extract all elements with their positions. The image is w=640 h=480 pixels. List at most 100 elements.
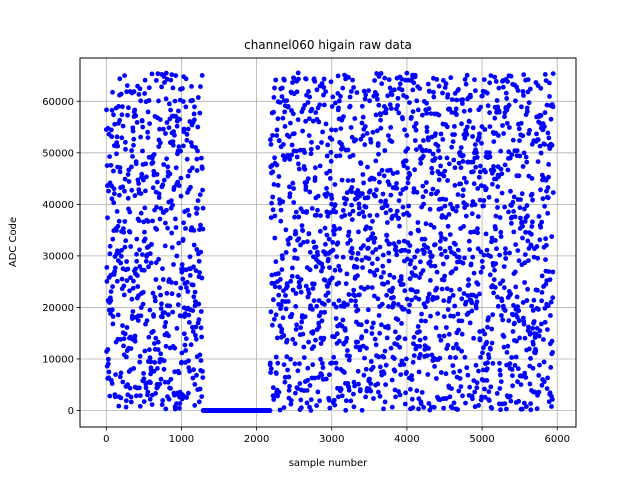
data-point	[342, 328, 348, 333]
data-point	[161, 177, 167, 183]
data-point	[461, 224, 466, 229]
data-point	[508, 398, 514, 404]
data-point	[290, 80, 295, 85]
data-point	[120, 123, 126, 129]
data-point	[484, 366, 490, 372]
data-point	[163, 320, 169, 325]
data-point	[529, 231, 534, 237]
data-point	[190, 375, 196, 381]
data-point	[185, 207, 191, 213]
data-point	[323, 121, 329, 127]
data-point	[449, 386, 454, 391]
data-point	[161, 74, 167, 79]
data-point	[286, 134, 292, 140]
data-point	[282, 379, 288, 385]
data-point	[196, 317, 202, 323]
data-point	[166, 396, 172, 402]
data-point	[548, 299, 554, 305]
data-point	[476, 174, 482, 180]
data-point	[329, 127, 334, 133]
data-point	[194, 372, 199, 378]
data-point	[288, 278, 294, 284]
data-point	[303, 183, 309, 189]
data-point	[447, 245, 453, 251]
data-point	[537, 237, 543, 243]
data-point	[415, 289, 420, 294]
data-point	[337, 267, 343, 273]
data-point	[433, 325, 439, 331]
data-point	[489, 235, 495, 241]
data-point	[347, 103, 353, 109]
data-point	[271, 316, 277, 322]
data-point	[315, 252, 320, 258]
data-point	[376, 354, 382, 360]
data-point	[529, 191, 535, 197]
data-point	[121, 343, 126, 349]
data-point	[550, 350, 555, 355]
data-point	[368, 381, 374, 386]
data-point	[335, 73, 341, 79]
data-point	[317, 228, 323, 234]
data-point	[376, 389, 381, 395]
data-point	[485, 360, 490, 366]
data-point	[151, 152, 157, 157]
data-point	[539, 382, 545, 388]
data-point	[360, 114, 366, 120]
data-point	[324, 232, 330, 238]
data-point	[369, 325, 375, 330]
data-point	[308, 146, 314, 152]
data-point	[460, 260, 466, 266]
data-point	[133, 161, 139, 167]
data-point	[168, 107, 174, 113]
data-point	[270, 207, 276, 213]
data-point	[274, 133, 280, 138]
data-point	[298, 289, 304, 295]
data-point	[394, 185, 400, 191]
data-point	[542, 72, 548, 77]
data-point	[350, 77, 355, 83]
data-point	[505, 167, 511, 173]
data-point	[114, 228, 119, 233]
data-point	[164, 290, 170, 296]
data-point	[347, 353, 352, 359]
data-point	[340, 85, 346, 91]
data-point	[186, 390, 191, 396]
data-point	[195, 148, 200, 154]
data-point	[408, 258, 414, 263]
data-point	[191, 294, 197, 300]
data-point	[341, 114, 346, 119]
x-tick-label: 5000	[469, 434, 494, 445]
data-point	[295, 70, 301, 76]
data-point	[370, 364, 376, 370]
data-point	[185, 126, 191, 132]
data-point	[297, 361, 302, 367]
data-point	[349, 202, 354, 208]
data-point	[197, 352, 203, 358]
data-point	[518, 197, 523, 203]
data-point	[142, 348, 148, 354]
data-point	[324, 153, 330, 159]
data-point	[391, 275, 397, 280]
data-point	[324, 186, 329, 191]
data-point	[136, 218, 142, 224]
data-point	[392, 329, 398, 335]
data-point	[385, 280, 391, 285]
data-point	[311, 298, 317, 304]
data-point	[473, 88, 478, 94]
data-point	[410, 405, 416, 411]
data-point	[373, 158, 379, 164]
data-point	[354, 264, 360, 270]
data-point	[485, 103, 491, 109]
data-point	[459, 331, 465, 337]
data-point	[527, 346, 532, 352]
data-point	[362, 355, 367, 361]
data-point	[538, 113, 544, 118]
data-point	[439, 286, 445, 292]
data-point	[123, 146, 128, 152]
data-point	[137, 353, 143, 359]
data-point	[150, 328, 156, 334]
data-point	[319, 372, 325, 378]
data-point	[478, 354, 483, 360]
data-point	[425, 245, 431, 251]
data-point	[367, 98, 372, 104]
